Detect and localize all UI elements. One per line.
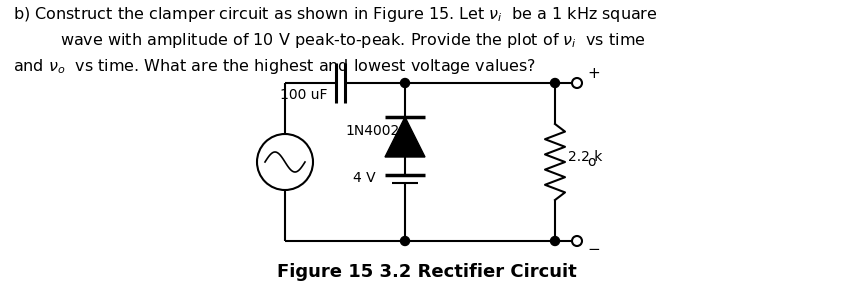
Text: 4 V: 4 V (353, 171, 375, 185)
Circle shape (550, 236, 559, 246)
Polygon shape (384, 117, 424, 157)
Text: and $\nu_o$  vs time. What are the highest and lowest voltage values?: and $\nu_o$ vs time. What are the highes… (13, 57, 536, 76)
Text: b) Construct the clamper circuit as shown in Figure 15. Let $\nu_i$  be a 1 kHz : b) Construct the clamper circuit as show… (13, 5, 657, 24)
Circle shape (400, 79, 409, 88)
Text: wave with amplitude of 10 V peak-to-peak. Provide the plot of $\nu_i$  vs time: wave with amplitude of 10 V peak-to-peak… (60, 31, 645, 50)
Circle shape (550, 79, 559, 88)
Circle shape (400, 236, 409, 246)
Text: +: + (586, 66, 599, 81)
Text: 1N4002: 1N4002 (344, 124, 399, 138)
Text: o: o (586, 155, 595, 169)
Text: 2.2 k: 2.2 k (567, 150, 602, 164)
Text: −: − (586, 241, 599, 256)
Text: 100 uF: 100 uF (279, 88, 327, 102)
Text: Figure 15 3.2 Rectifier Circuit: Figure 15 3.2 Rectifier Circuit (276, 263, 576, 281)
